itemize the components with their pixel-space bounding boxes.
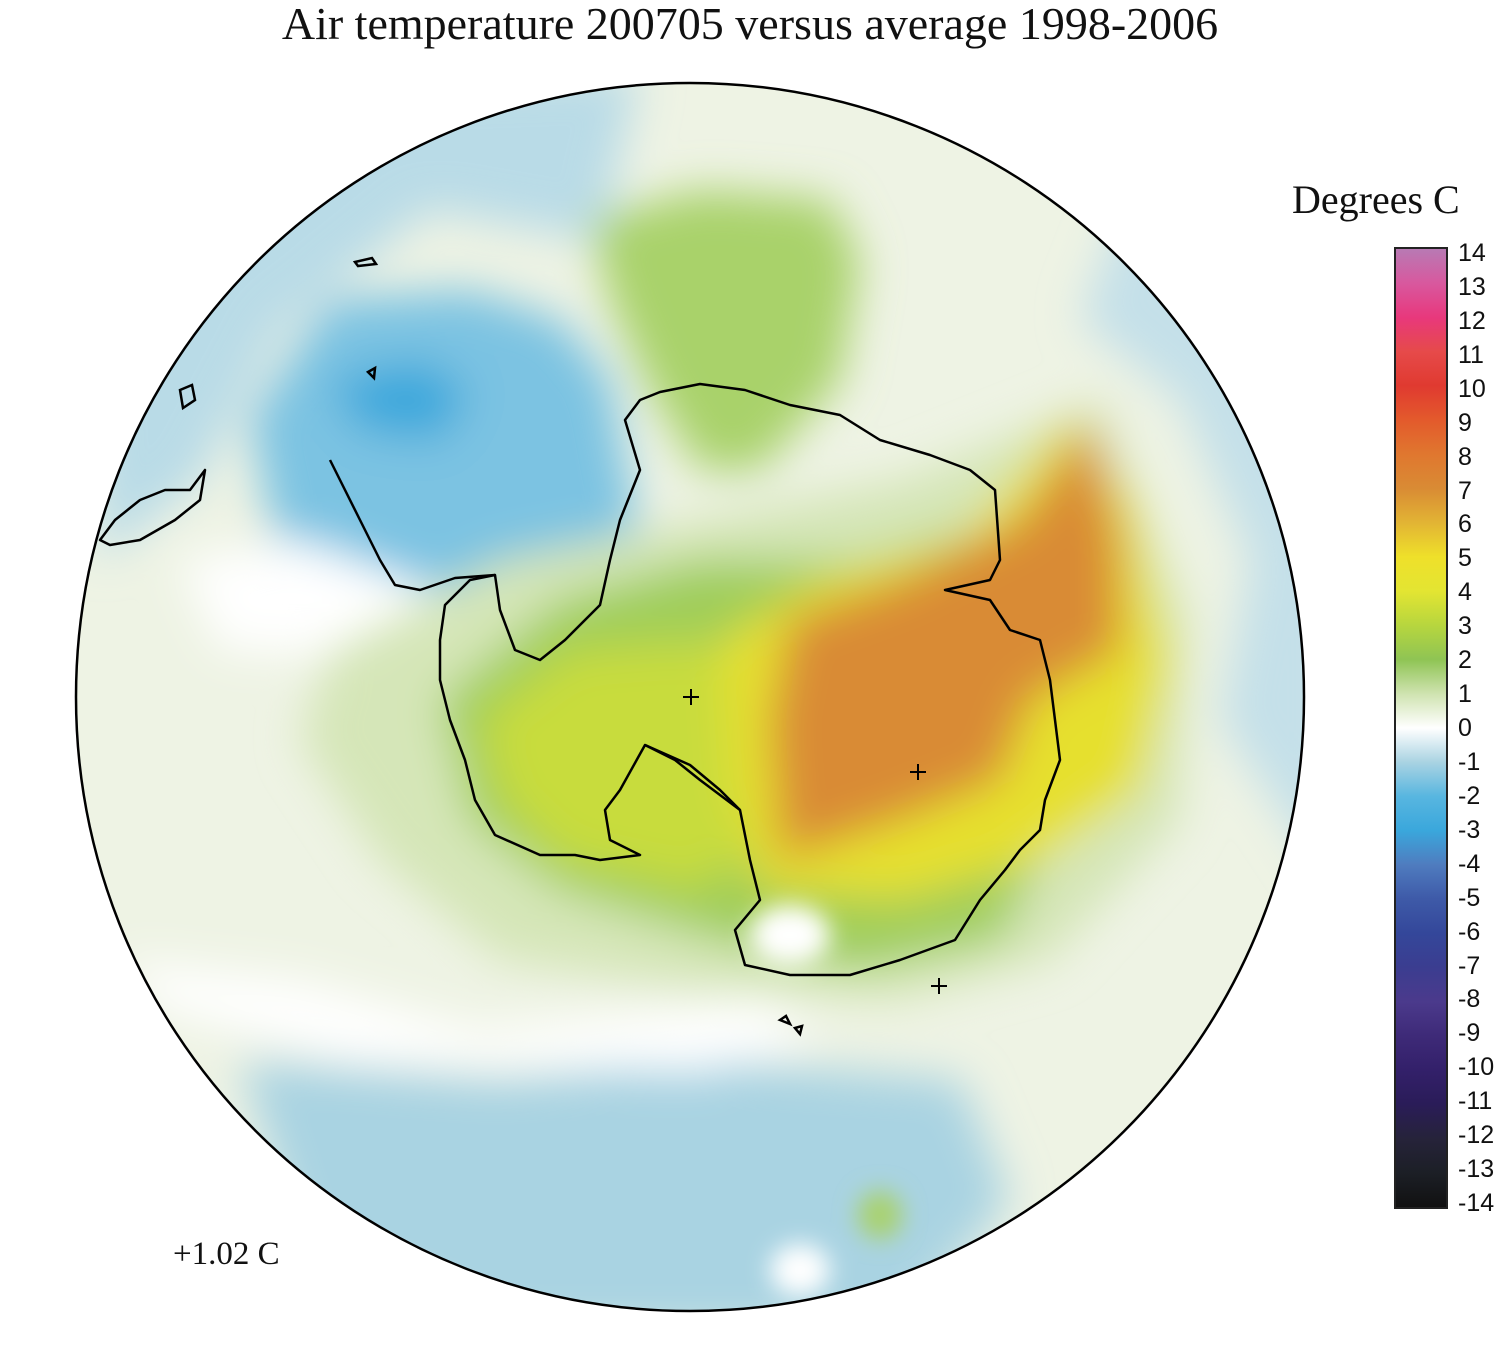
colorbar-tick-label: -8 <box>1458 985 1481 1014</box>
colorbar-tick-label: 4 <box>1458 578 1472 607</box>
colorbar-tick-label: -6 <box>1458 917 1481 946</box>
neutral-band-lower <box>120 960 820 1070</box>
colorbar-tick-label: 2 <box>1458 646 1472 675</box>
cold-region-bottom <box>240 1060 1010 1311</box>
colorbar-tick-label: -4 <box>1458 849 1481 878</box>
islands <box>178 256 804 1037</box>
colorbar-tick-label: 8 <box>1458 442 1472 471</box>
pole-marker <box>683 689 699 705</box>
neutral-spot-coast <box>750 905 830 965</box>
colorbar-tick-label: 9 <box>1458 408 1472 437</box>
colorbar-tick-label: 11 <box>1458 340 1484 369</box>
antarctic-peninsula <box>328 459 496 592</box>
colorbar-tick-label: -10 <box>1458 1053 1495 1082</box>
map-boundary <box>74 81 1306 1313</box>
colorbar-tick-label: -13 <box>1458 1155 1495 1184</box>
warm-spot-south <box>858 1191 902 1239</box>
cold-center <box>330 360 470 440</box>
colorbar-tick-label: 14 <box>1458 239 1486 267</box>
grid-markers <box>683 689 947 994</box>
colorbar-tick-label: 13 <box>1458 272 1486 301</box>
colorbar-tick-label: 10 <box>1458 374 1486 403</box>
colorbar-tick-label: 6 <box>1458 510 1472 539</box>
island-falklands <box>178 383 197 411</box>
island-small-2 <box>777 1014 793 1027</box>
colorbar-tick-label: 7 <box>1458 476 1472 505</box>
colorbar-tick-labels: 14 13 12 11 10 9 8 7 6 5 4 3 2 1 0 -1 -2 -3 -4 -5 -6 -7 -8 -9 -1… <box>1458 240 1500 1216</box>
colorbar-tick-label: 5 <box>1458 544 1472 573</box>
island-south-georgia <box>352 256 379 268</box>
mean-anomaly-label: +1.02 C <box>173 1236 280 1272</box>
colorbar-tick-label: -7 <box>1458 951 1481 980</box>
south-america-tip <box>98 468 207 547</box>
colorbar-tick-label: -2 <box>1458 781 1481 810</box>
colorbar-tick-label: -11 <box>1458 1087 1493 1116</box>
hot-orange <box>770 420 1120 860</box>
island-small-1 <box>365 365 377 381</box>
island-small-3 <box>792 1024 804 1037</box>
chart-title: Air temperature 200705 versus average 19… <box>281 0 1219 49</box>
colorbar-tick-label: -12 <box>1458 1121 1495 1150</box>
ross-ice-edge <box>644 743 741 811</box>
legend-title: Degrees C <box>1292 177 1460 222</box>
colorbar-tick-label: 3 <box>1458 612 1472 641</box>
grid-marker-east <box>910 764 926 780</box>
colorbar-tick-label: -3 <box>1458 815 1481 844</box>
colorbar <box>1394 247 1448 1209</box>
neutral-spot-south <box>770 1244 830 1296</box>
coastlines <box>98 382 1062 977</box>
colorbar-tick-label: -1 <box>1458 747 1481 776</box>
colorbar-tick-label: 1 <box>1458 680 1472 709</box>
grid-marker-south <box>931 978 947 994</box>
colorbar-tick-label: -9 <box>1458 1019 1481 1048</box>
green-plume <box>590 190 860 470</box>
colorbar-tick-label: 12 <box>1458 306 1486 335</box>
cold-core <box>250 290 640 610</box>
colorbar-tick-label: 0 <box>1458 714 1472 742</box>
colorbar-tick-label: -5 <box>1458 883 1481 912</box>
anomaly-field <box>76 83 1304 1311</box>
yellow-green <box>480 640 770 890</box>
colorbar-tick-label: -14 <box>1458 1189 1495 1217</box>
